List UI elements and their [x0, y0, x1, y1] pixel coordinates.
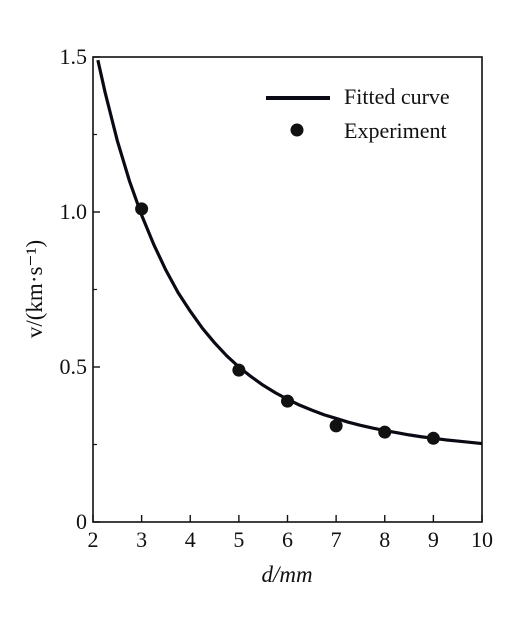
legend-label-fitted-curve: Fitted curve — [344, 84, 450, 109]
experiment-point — [232, 363, 246, 377]
experiment-point — [378, 425, 392, 439]
experiment-point — [135, 202, 149, 216]
x-tick-label: 7 — [331, 527, 342, 552]
x-tick-label: 5 — [233, 527, 244, 552]
x-tick-label: 6 — [282, 527, 293, 552]
x-axis-ticks: 2 3 4 5 6 7 8 9 10 — [88, 515, 493, 552]
x-tick-label: 3 — [136, 527, 147, 552]
x-tick-label: 10 — [471, 527, 493, 552]
y-axis-label: v/(km·s⁻¹) — [22, 240, 47, 338]
legend-label-experiment: Experiment — [344, 118, 447, 143]
x-tick-label: 8 — [379, 527, 390, 552]
legend: Fitted curve Experiment — [266, 84, 450, 143]
experiment-point — [281, 394, 294, 408]
experiment-point — [426, 431, 440, 445]
x-tick-label: 4 — [185, 527, 196, 552]
x-tick-label: 9 — [428, 527, 439, 552]
x-tick-label: 2 — [88, 527, 99, 552]
x-axis-label: d/mm — [261, 562, 312, 587]
experiment-point — [329, 419, 343, 433]
y-tick-label: 0.5 — [60, 354, 88, 379]
y-axis-ticks: 0 0.5 1.0 1.5 — [60, 44, 100, 534]
y-tick-label: 1.0 — [60, 199, 88, 224]
y-tick-label: 1.5 — [60, 44, 88, 69]
y-tick-label: 0 — [76, 509, 87, 534]
legend-marker-experiment — [290, 123, 304, 137]
point-layer — [135, 202, 440, 445]
